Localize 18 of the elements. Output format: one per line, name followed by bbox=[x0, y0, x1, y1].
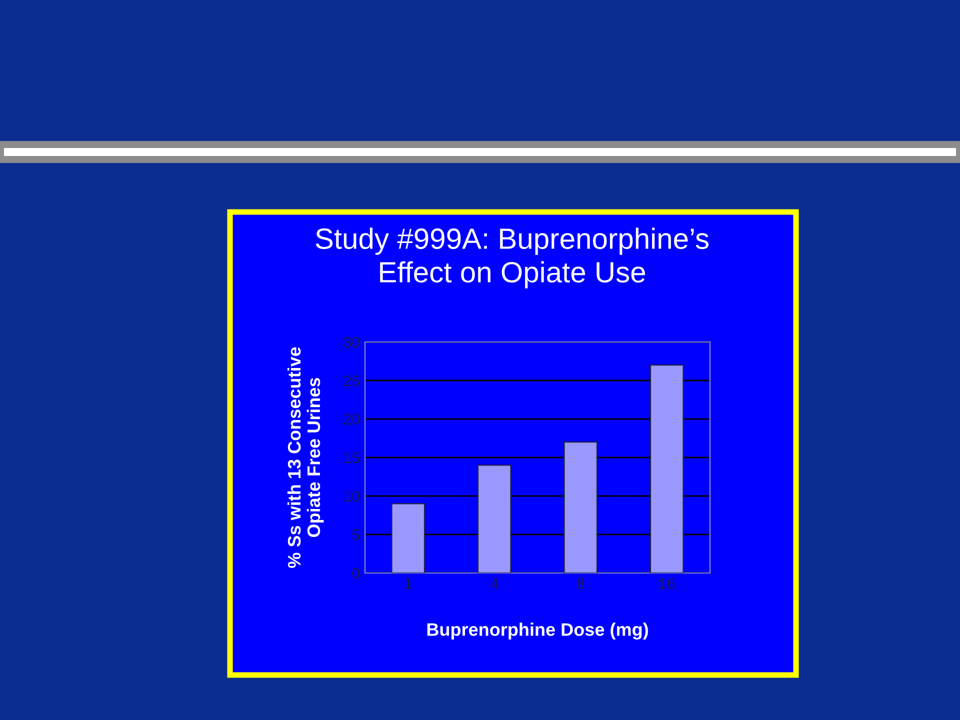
x-tick-label: 16 bbox=[660, 578, 675, 590]
chart-title: Study #999A: Buprenorphine’s Effect on Opiate Use bbox=[316, 228, 709, 288]
x-tick-label: 4 bbox=[490, 578, 498, 589]
bar bbox=[564, 442, 598, 573]
x-tick-label: 1 bbox=[405, 578, 412, 589]
y-tick-label: 5 bbox=[352, 530, 360, 540]
x-axis-title: Buprenorphine Dose (mg) bbox=[427, 622, 648, 640]
y-tick-label: 25 bbox=[344, 375, 360, 386]
bar bbox=[477, 464, 512, 573]
bar bbox=[391, 503, 426, 573]
y-tick-label: 0 bbox=[352, 568, 360, 579]
y-tick-label: 15 bbox=[344, 452, 360, 464]
y-tick-label: 10 bbox=[344, 490, 360, 502]
y-tick-label: 30 bbox=[344, 336, 360, 348]
y-tick-label: 20 bbox=[344, 414, 360, 425]
bar bbox=[650, 364, 684, 573]
x-tick-label: 8 bbox=[577, 578, 584, 590]
y-axis-title: % Ss with 13 Consecutive Opiate Free Urines bbox=[287, 347, 324, 568]
